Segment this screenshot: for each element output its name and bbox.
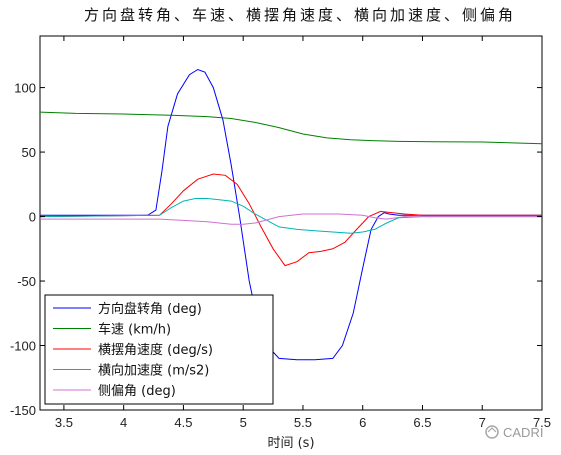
watermark: CADRI <box>485 425 543 440</box>
legend-entry-3: 横向加速度 (m/s2) <box>98 363 209 379</box>
x-tick-label: 5.5 <box>294 415 312 430</box>
x-axis-label: 时间 (s) <box>267 436 314 451</box>
x-tick-label: 5 <box>240 415 247 430</box>
x-tick-label: 6.5 <box>413 415 431 430</box>
x-tick-label: 6 <box>359 415 366 430</box>
watermark-logo-detail <box>487 427 497 433</box>
x-tick-label: 3.5 <box>55 415 73 430</box>
x-tick-label: 7 <box>479 415 486 430</box>
legend-entry-4: 侧偏角 (deg) <box>98 384 176 399</box>
legend-entry-1: 车速 (km/h) <box>98 322 171 338</box>
y-tick-label: 100 <box>14 81 36 96</box>
ticks-layer: 3.5 4 4.5 5 5.5 6 6.5 7 7.5 -150 -100 -50 0 50 100 <box>10 36 551 430</box>
series-line-3 <box>39 198 542 234</box>
x-tick-label: 4.5 <box>174 415 192 430</box>
series-line-4 <box>40 213 542 225</box>
y-tick-label: -50 <box>17 274 36 289</box>
legend-entry-0: 方向盘转角 (deg) <box>98 301 202 317</box>
series-line-1 <box>39 111 543 145</box>
legend-entry-2: 横摆角速度 (deg/s) <box>98 342 213 358</box>
x-tick-label: 4 <box>120 415 127 430</box>
x-tick-label: 7.5 <box>533 415 551 430</box>
y-tick-label: -100 <box>10 339 36 354</box>
watermark-text: CADRI <box>503 425 543 440</box>
y-tick-label: 50 <box>22 145 36 160</box>
chart-title: 方向盘转角、车速、横摆角速度、横向加速度、侧偏角 <box>84 6 516 24</box>
watermark-logo-icon <box>485 425 499 439</box>
series-line-2 <box>39 173 542 267</box>
y-tick-label: -150 <box>10 403 36 418</box>
y-tick-label: 0 <box>29 210 36 225</box>
legend: 方向盘转角 (deg) 车速 (km/h) 横摆角速度 (deg/s) 横向加速度 (… <box>44 294 274 405</box>
